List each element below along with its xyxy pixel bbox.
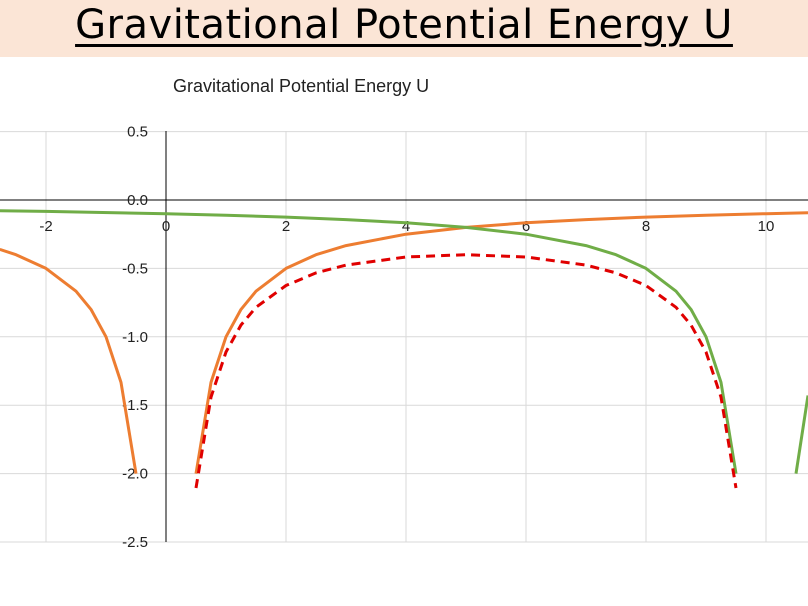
series-2-line: [194, 253, 738, 489]
y-tick-label: 0.5: [127, 124, 148, 141]
x-tick-label: 4: [402, 218, 410, 235]
y-tick-label: -1.0: [122, 329, 148, 346]
x-tick-label: 2: [282, 218, 290, 235]
y-tick-label: -2.0: [122, 466, 148, 483]
series-0-line: [0, 247, 138, 474]
series-1-line: [0, 209, 738, 474]
x-tick-label: -2: [39, 218, 52, 235]
slide-title: Gravitational Potential Energy U: [75, 2, 733, 48]
x-tick-label: 6: [522, 218, 530, 235]
y-tick-label: 0.0: [127, 192, 148, 209]
x-tick-label: 8: [642, 218, 650, 235]
x-tick-label: 0: [162, 218, 170, 235]
y-tick-label: -0.5: [122, 260, 148, 277]
y-tick-label: -2.5: [122, 534, 148, 551]
series-1-line: [794, 395, 808, 474]
y-tick-label: -1.5: [122, 397, 148, 414]
series-0-line: [194, 211, 808, 474]
x-tick-label: 10: [758, 218, 775, 235]
title-banner: Gravitational Potential Energy U: [0, 0, 808, 57]
chart-title: Gravitational Potential Energy U: [173, 76, 430, 96]
